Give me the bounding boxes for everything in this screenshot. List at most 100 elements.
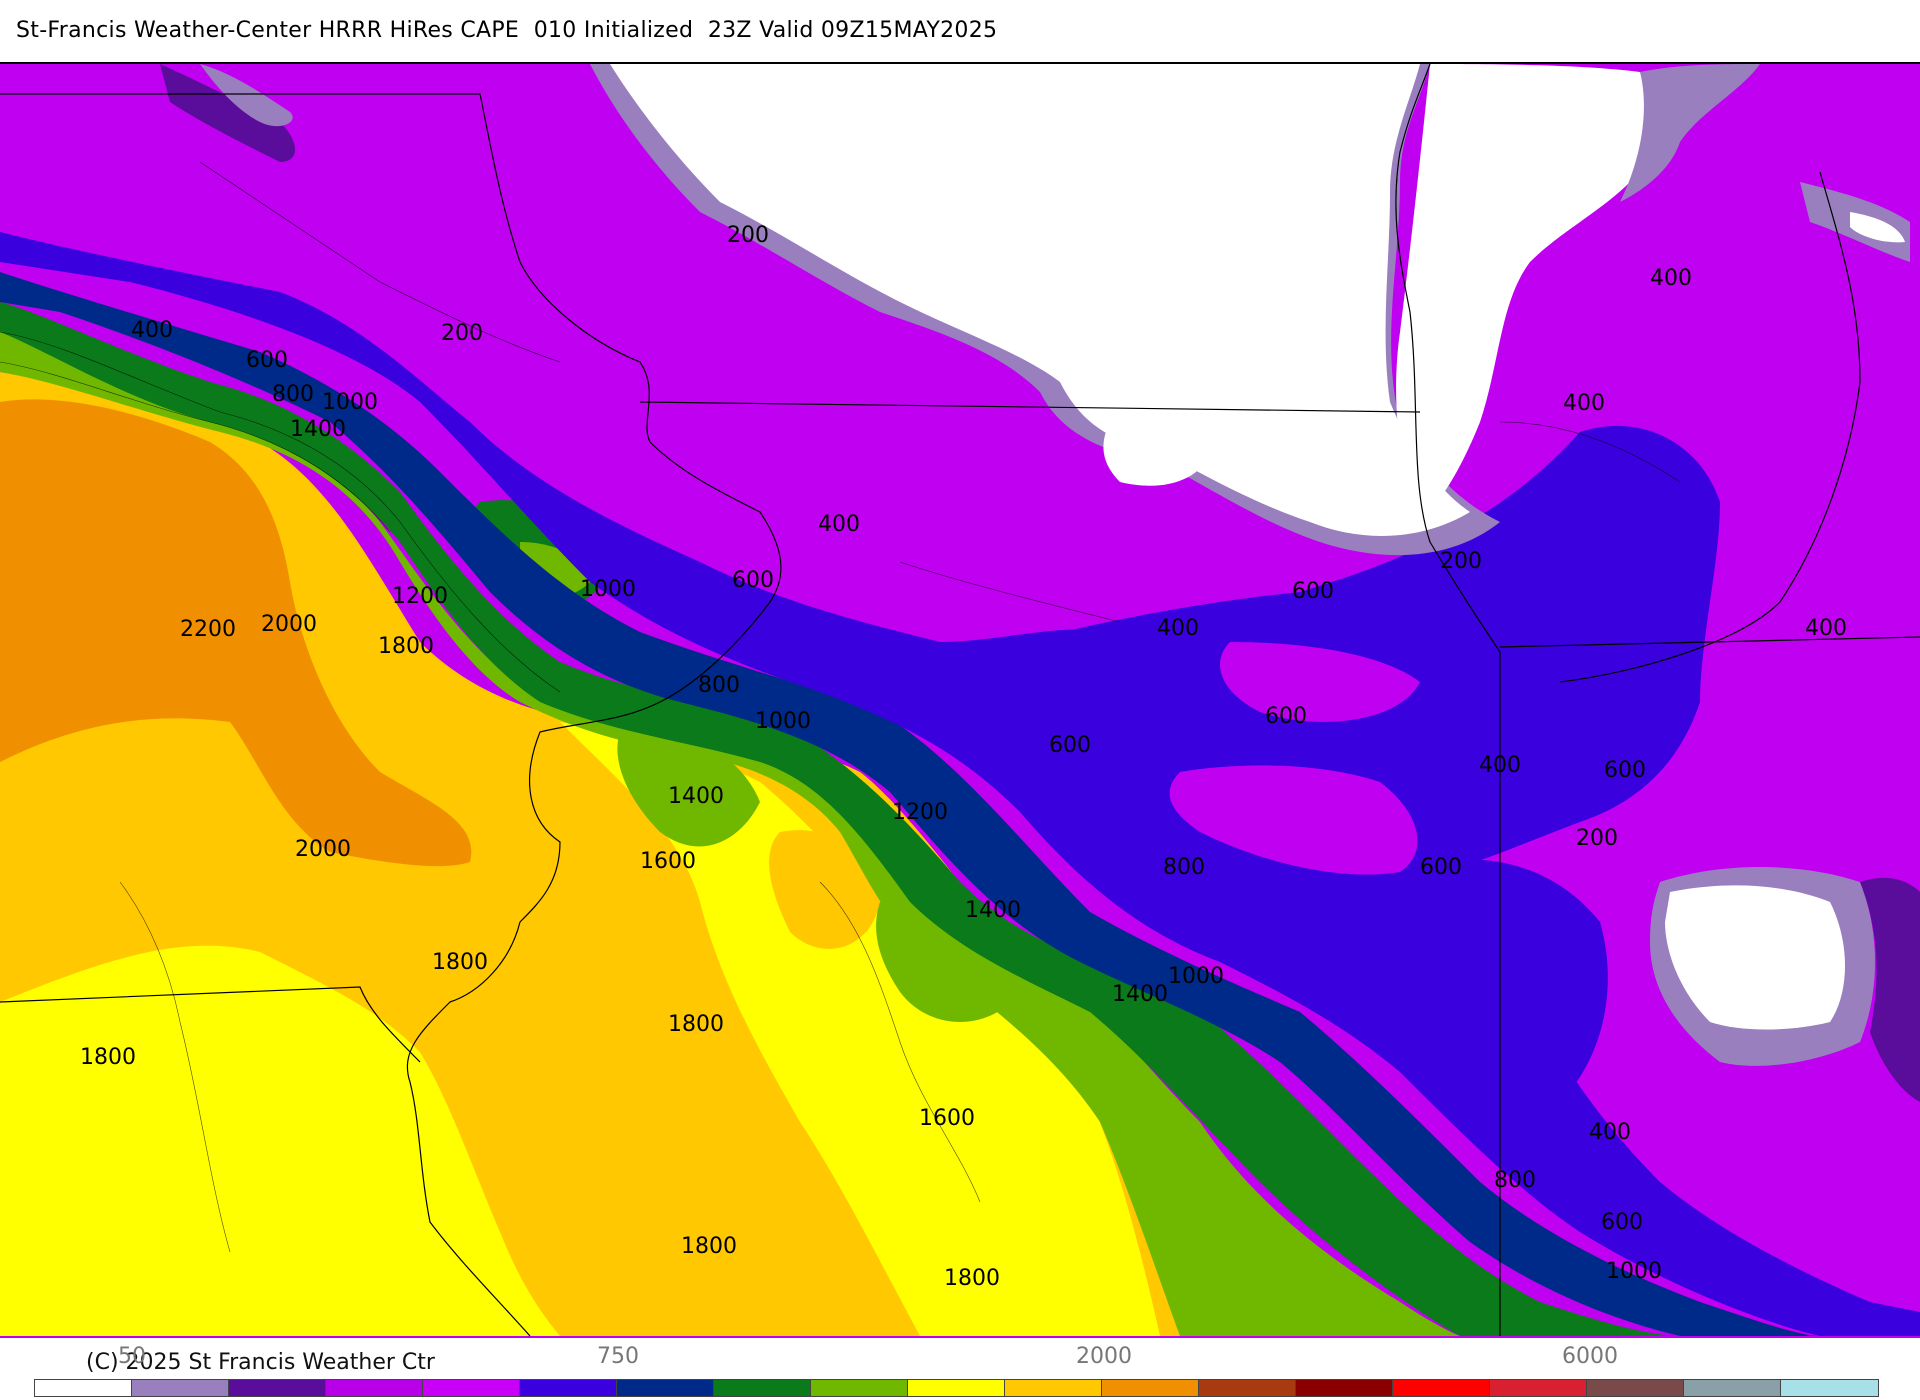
colorbar-swatch [1102,1380,1199,1396]
contour-label: 1800 [80,1045,136,1070]
region-green-patch-1 [617,730,760,847]
region-dark-purple-se [1860,877,1920,1102]
contour-label: 400 [1479,753,1521,778]
map-title: St-Francis Weather-Center HRRR HiRes CAP… [16,18,998,43]
colorbar-tick-label: 6000 [1562,1344,1618,1369]
contour-label: 200 [1440,549,1482,574]
boundary-east [1395,64,1501,1336]
contour-label: 600 [1292,579,1334,604]
contour-label: 600 [1601,1210,1643,1235]
contour-label: 600 [1049,733,1091,758]
contour-label: 200 [441,321,483,346]
boundary-far-east [1559,171,1861,683]
boundary-north [0,93,782,1337]
contour-label: 1800 [432,950,488,975]
colorbar-swatch [326,1380,423,1396]
contour-label: 2000 [261,612,317,637]
region-green [0,322,1460,1336]
contour-label: 1800 [681,1234,737,1259]
colorbar-tick-label: 50 [118,1344,146,1369]
colorbar-swatch [423,1380,520,1396]
contour-label: 2200 [180,617,236,642]
region-green-patch-2 [876,902,1020,1022]
boundaries [0,64,1920,1337]
colorbar-swatch [1490,1380,1587,1396]
contour-label: 800 [1494,1168,1536,1193]
contour-label: 1200 [392,584,448,609]
contour-label: 1800 [378,634,434,659]
contour-label: 400 [1157,616,1199,641]
region-orange [0,399,472,867]
colorbar-swatch [1296,1380,1393,1396]
contour-lines [0,161,1681,1253]
colorbar-swatch [1587,1380,1684,1396]
contour-label: 1000 [1606,1259,1662,1284]
region-magenta-pocket [1169,765,1418,875]
region-white-ne-edge [1620,64,1760,202]
contour-label: 800 [272,382,314,407]
contour-label: 1000 [580,577,636,602]
contour-label: 400 [1563,391,1605,416]
region-white-lake [1103,412,1210,486]
contour-label: 1600 [919,1106,975,1131]
colorbar-swatch [132,1380,229,1396]
contour-label: 600 [1265,704,1307,729]
contour-label: 400 [131,318,173,343]
colorbar-swatch [811,1380,908,1396]
region-dark-purple-nw [160,64,295,162]
contour-label: 400 [818,512,860,537]
boundary-mid [639,401,1421,413]
region-magenta-pocket-2 [1220,642,1420,722]
region-white-north [610,64,1470,536]
contour-label: 1800 [668,1012,724,1037]
contour-label: 1000 [322,390,378,415]
cape-map-canvas: 200 400 400 200 600 800 1000 1400 400 40… [0,64,1920,1338]
colorbar-tick-label: 2000 [1076,1344,1132,1369]
region-dark-green [0,302,1680,1336]
contour-label: 1600 [640,849,696,874]
contour-label: 1800 [944,1266,1000,1291]
region-navy [0,272,1820,1336]
colorbar-swatch [714,1380,811,1396]
region-lavender-nw [200,64,293,127]
contour-label: 1400 [668,784,724,809]
colorbar-swatch [1199,1380,1296,1396]
contour-label: 800 [1163,855,1205,880]
colorbar-swatch [908,1380,1005,1396]
contour-label: 1400 [1112,982,1168,1007]
region-violet-east [1020,425,1720,874]
contour-label: 600 [1604,758,1646,783]
colorbar-swatch [229,1380,326,1396]
colorbar-swatch [617,1380,714,1396]
contour-labels: 200 400 400 200 600 800 1000 1400 400 40… [80,223,1847,1291]
cape-map: 200 400 400 200 600 800 1000 1400 400 40… [0,62,1920,1338]
boundary-east-2 [1499,636,1920,648]
region-violet [0,232,1920,1336]
contour-label: 400 [1589,1120,1631,1145]
contour-label: 600 [1420,855,1462,880]
region-white-ne2 [1850,212,1905,243]
colorbar-tick-label: 750 [597,1344,639,1369]
contour-label: 1400 [290,417,346,442]
colorbar [34,1379,1879,1397]
contour-label: 800 [698,673,740,698]
colorbar-swatch [1005,1380,1102,1396]
colorbar-swatch [35,1380,132,1396]
colorbar-swatch [1684,1380,1781,1396]
colorbar-swatch [1781,1380,1878,1396]
contour-label: 400 [1805,616,1847,641]
contour-label: 400 [1650,266,1692,291]
contour-label: 1400 [965,898,1021,923]
contour-label: 200 [1576,826,1618,851]
region-yellow [0,945,560,1336]
colorbar-swatch [1393,1380,1490,1396]
region-violet-se [1425,859,1608,1102]
contour-label: 200 [727,223,769,248]
contour-label: 600 [246,348,288,373]
copyright-text: (C) 2025 St Francis Weather Ctr [86,1350,435,1375]
contour-label: 1000 [755,709,811,734]
contour-label: 1000 [1168,964,1224,989]
region-yellow-east [560,722,1160,1336]
region-gold-patch [769,830,880,949]
contour-label: 600 [732,568,774,593]
